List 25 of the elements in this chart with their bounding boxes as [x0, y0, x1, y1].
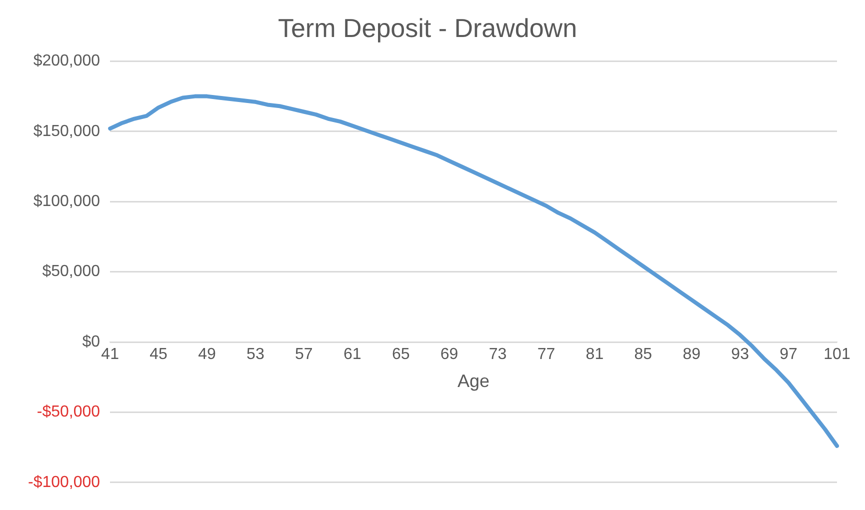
- x-tick-label: 85: [634, 346, 652, 364]
- y-tick-label: $0: [82, 333, 100, 350]
- x-tick-label: 89: [682, 346, 701, 364]
- y-tick-label: $200,000: [33, 52, 100, 70]
- x-tick-label: 41: [101, 346, 120, 364]
- x-tick-label: 45: [150, 346, 168, 364]
- x-tick-label: 65: [392, 346, 410, 364]
- x-tick-label: 81: [586, 346, 604, 364]
- x-tick-label: 77: [537, 346, 556, 364]
- x-tick-label: 69: [440, 346, 458, 364]
- y-tick-label: $150,000: [33, 122, 100, 140]
- x-tick-label: 61: [343, 346, 362, 364]
- y-tick-label: -$100,000: [28, 474, 100, 491]
- x-tick-label: 101: [824, 346, 850, 364]
- y-tick-label: $50,000: [42, 263, 100, 280]
- x-tick-label: 57: [295, 346, 313, 364]
- chart-title: Term Deposit - Drawdown: [278, 12, 578, 43]
- x-axis-title: Age: [458, 370, 490, 391]
- x-tick-label: 73: [488, 346, 507, 364]
- y-tick-label: -$50,000: [36, 404, 100, 421]
- x-tick-label: 53: [246, 346, 264, 364]
- x-tick-label: 93: [731, 346, 750, 364]
- x-tick-label: 97: [780, 346, 798, 364]
- x-tick-label: 49: [198, 346, 216, 364]
- y-tick-label: $100,000: [33, 193, 100, 210]
